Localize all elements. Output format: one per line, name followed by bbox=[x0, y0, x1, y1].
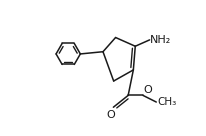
Text: O: O bbox=[107, 110, 116, 120]
Text: O: O bbox=[144, 85, 152, 95]
Text: CH₃: CH₃ bbox=[157, 97, 176, 107]
Text: NH₂: NH₂ bbox=[150, 35, 172, 45]
